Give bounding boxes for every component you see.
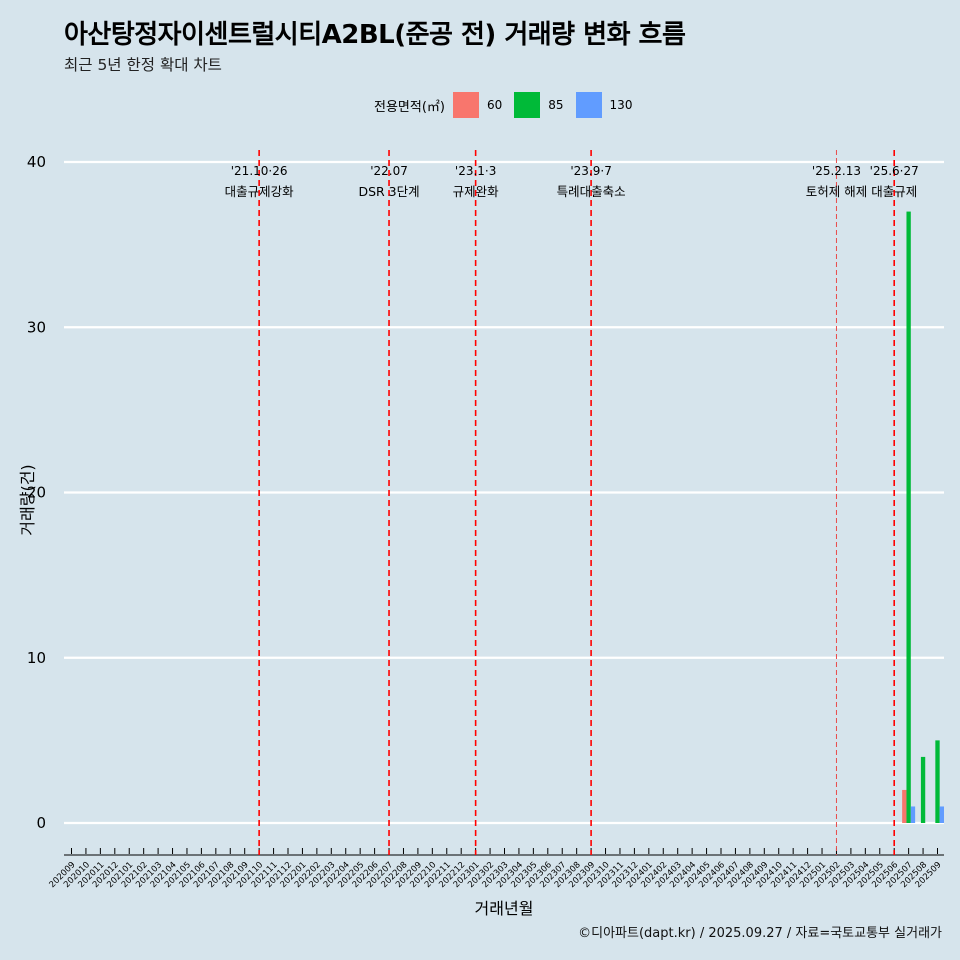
y-tick-label-20: 20: [27, 484, 46, 502]
legend-item-60: 60: [452, 92, 512, 118]
event-label-3: 규제완화: [453, 184, 500, 199]
bar-85-202507: [906, 211, 911, 823]
y-axis-title: 거래량(건): [18, 464, 37, 535]
legend-swatch-130: [575, 92, 602, 118]
event-label-6: 대출규제: [871, 184, 917, 199]
event-label-4: 특례대출축소: [557, 184, 626, 199]
legend-swatch-85: [514, 92, 541, 118]
legend-label-130: 130: [609, 98, 633, 112]
bar-85-202509: [935, 740, 940, 823]
legend: 전용면적(㎡) 60 85 130: [374, 92, 642, 118]
event-label-5: 토허제 해제: [806, 184, 867, 199]
event-label-2: DSR 3단계: [358, 184, 419, 199]
event-date-5: '25.2.13: [812, 164, 861, 178]
legend-label-85: 85: [548, 98, 564, 112]
y-tick-label-30: 30: [27, 318, 46, 336]
event-date-4: '23.9·7: [570, 164, 611, 178]
chart-title: 아산탕정자이센트럴시티A2BL(준공 전) 거래량 변화 흐름: [64, 20, 686, 50]
y-tick-label-0: 0: [36, 814, 46, 832]
bar-85-202508: [920, 756, 926, 823]
y-tick-label-40: 40: [27, 153, 46, 171]
event-date-1: '21.10·26: [231, 164, 288, 178]
legend-item-130: 130: [575, 92, 643, 118]
legend-item-85: 85: [514, 92, 573, 118]
event-date-6: '25.6·27: [870, 164, 919, 178]
bar-130-202507: [910, 806, 916, 823]
x-axis-title: 거래년월: [475, 899, 534, 918]
legend-swatch-60: [452, 92, 479, 118]
event-date-2: '22.07: [370, 164, 408, 178]
event-label-1: 대출규제강화: [225, 184, 295, 199]
legend-title: 전용면적(㎡): [374, 99, 445, 115]
event-date-3: '23.1·3: [455, 164, 496, 178]
source-footer: ©디아파트(dapt.kr) / 2025.09.27 / 자료=국토교통부 실…: [578, 926, 942, 941]
y-tick-label-10: 10: [27, 649, 46, 667]
chart-subtitle: 최근 5년 한정 확대 차트: [64, 56, 222, 74]
bar-60-202507: [902, 789, 907, 823]
bar-130-202509: [939, 806, 944, 823]
legend-label-60: 60: [486, 98, 503, 112]
